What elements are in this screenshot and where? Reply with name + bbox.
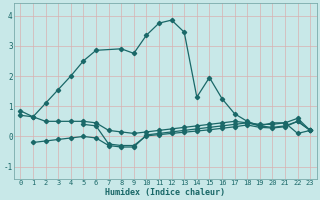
X-axis label: Humidex (Indice chaleur): Humidex (Indice chaleur) (105, 188, 225, 197)
